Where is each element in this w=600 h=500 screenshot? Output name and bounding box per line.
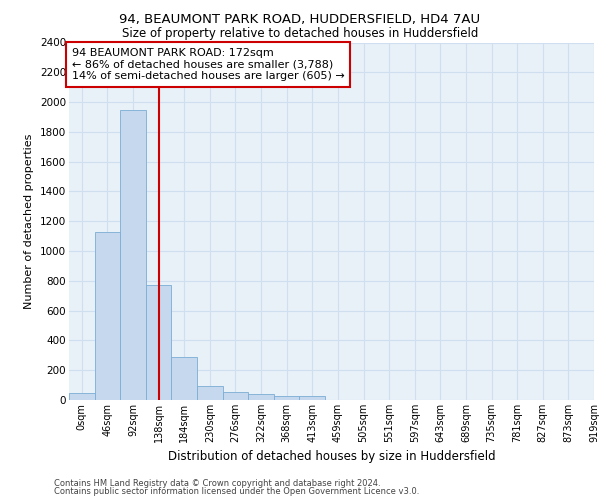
Bar [146, 286, 172, 400]
Bar [197, 386, 223, 400]
Y-axis label: Number of detached properties: Number of detached properties [25, 134, 34, 309]
Bar [299, 396, 325, 400]
Bar [274, 396, 299, 400]
Bar [248, 394, 274, 400]
Text: 94 BEAUMONT PARK ROAD: 172sqm
← 86% of detached houses are smaller (3,788)
14% o: 94 BEAUMONT PARK ROAD: 172sqm ← 86% of d… [71, 48, 344, 81]
Bar [95, 232, 120, 400]
Bar [172, 357, 197, 400]
Text: Size of property relative to detached houses in Huddersfield: Size of property relative to detached ho… [122, 28, 478, 40]
X-axis label: Distribution of detached houses by size in Huddersfield: Distribution of detached houses by size … [167, 450, 496, 464]
Text: Contains HM Land Registry data © Crown copyright and database right 2024.: Contains HM Land Registry data © Crown c… [54, 478, 380, 488]
Bar [120, 110, 146, 400]
Text: Contains public sector information licensed under the Open Government Licence v3: Contains public sector information licen… [54, 487, 419, 496]
Text: 94, BEAUMONT PARK ROAD, HUDDERSFIELD, HD4 7AU: 94, BEAUMONT PARK ROAD, HUDDERSFIELD, HD… [119, 12, 481, 26]
Bar [69, 392, 95, 400]
Bar [223, 392, 248, 400]
